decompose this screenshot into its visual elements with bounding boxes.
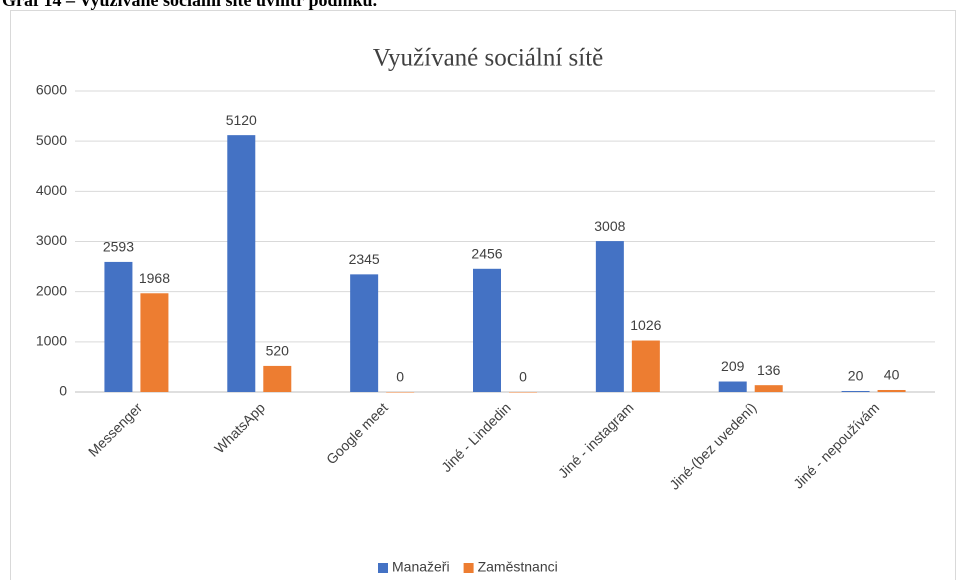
legend-label: Manažeři <box>392 559 450 575</box>
chart-title: Využívané sociální sítě <box>373 45 604 72</box>
bar <box>227 135 256 392</box>
bar <box>509 392 537 393</box>
bar <box>754 385 783 392</box>
bar <box>631 340 660 392</box>
bar <box>104 261 133 392</box>
bar <box>473 268 501 392</box>
bar <box>140 293 169 392</box>
bar <box>841 390 870 392</box>
data-label: 520 <box>266 343 290 359</box>
data-label: 5120 <box>226 112 257 128</box>
data-label: 1026 <box>630 317 661 333</box>
data-label: 136 <box>757 362 781 378</box>
y-tick-label: 5000 <box>36 132 67 148</box>
bar <box>263 365 292 392</box>
bar <box>877 389 906 392</box>
data-label: 1968 <box>139 270 170 286</box>
data-label: 3008 <box>594 218 625 234</box>
heading: Graf 14 – Využívané sociální sítě uvnitř… <box>2 0 377 10</box>
bar <box>718 381 747 392</box>
data-label: 209 <box>721 358 745 374</box>
data-label: 20 <box>848 368 864 384</box>
bar <box>386 392 415 393</box>
data-label: 40 <box>884 367 900 383</box>
legend-swatch <box>378 563 388 573</box>
y-tick-label: 6000 <box>36 82 67 98</box>
data-label: 2345 <box>349 251 380 267</box>
y-tick-label: 1000 <box>36 333 67 349</box>
y-tick-label: 3000 <box>36 232 67 248</box>
y-tick-label: 0 <box>59 383 67 399</box>
bar <box>350 274 379 392</box>
y-tick-label: 4000 <box>36 182 67 198</box>
bar <box>595 241 624 392</box>
legend-label: Zaměstnanci <box>478 559 558 575</box>
data-label: 0 <box>396 369 404 385</box>
y-tick-label: 2000 <box>36 282 67 298</box>
legend-swatch <box>463 563 474 573</box>
data-label: 2456 <box>471 245 502 261</box>
data-label: 0 <box>519 369 527 385</box>
data-label: 2593 <box>103 239 134 255</box>
